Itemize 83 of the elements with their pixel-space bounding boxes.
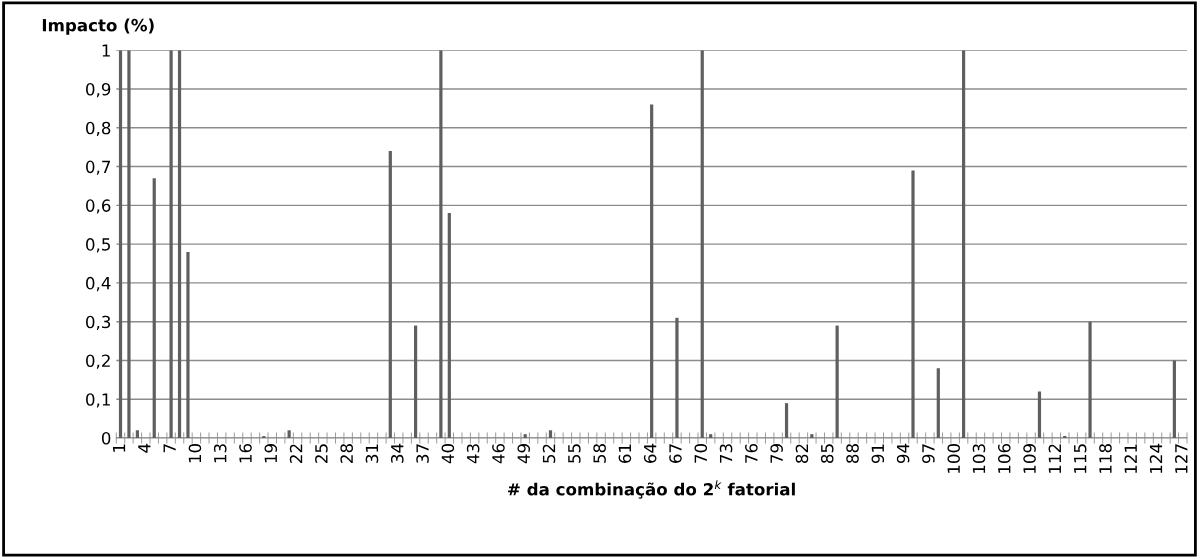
- x-tick-label: 64: [643, 443, 657, 463]
- bar: [700, 50, 704, 439]
- y-tick-label: 0: [101, 431, 111, 445]
- x-tick-label: 76: [745, 443, 758, 463]
- x-tick-label: 1: [112, 444, 126, 452]
- bar: [548, 430, 553, 439]
- bar: [650, 104, 654, 439]
- x-tick-label: 85: [820, 444, 834, 463]
- x-tick-label: 82: [795, 444, 809, 463]
- bar: [911, 170, 915, 439]
- x-tick-label: 112: [1048, 444, 1061, 473]
- x-tick-label: 58: [593, 444, 606, 463]
- bar: [1037, 391, 1042, 439]
- x-tick-label: 100: [947, 444, 960, 473]
- x-tick-label: 7: [163, 444, 176, 453]
- x-tick-label: 34: [390, 443, 404, 463]
- bar: [118, 50, 123, 439]
- bar: [784, 403, 789, 439]
- y-tick-label: 0,8: [86, 121, 111, 137]
- y-tick-label: 0,1: [86, 393, 110, 408]
- x-tick-label: 25: [315, 444, 328, 463]
- bar: [127, 50, 131, 439]
- x-tick-label: 79: [770, 444, 783, 463]
- x-tick-label: 118: [1099, 444, 1112, 473]
- x-tick-label: 106: [997, 443, 1011, 473]
- x-tick-label: 37: [416, 444, 429, 463]
- x-tick-label: 127: [1175, 444, 1188, 473]
- bar: [447, 213, 451, 439]
- bar: [439, 50, 443, 439]
- bar: [186, 251, 190, 439]
- x-tick-label: 49: [517, 444, 531, 464]
- bar: [1172, 360, 1176, 439]
- x-tick-label: 19: [264, 444, 278, 463]
- y-tick-label: 0,6: [86, 199, 111, 214]
- x-tick-label: 13: [213, 444, 227, 463]
- y-tick-label: 0,2: [86, 354, 110, 369]
- bar: [287, 430, 291, 439]
- x-tick-label: 10: [188, 444, 202, 463]
- y-tick-label: 0,9: [86, 82, 111, 98]
- bar: [152, 178, 156, 439]
- x-tick-label: 73: [719, 444, 733, 463]
- x-tick-label: 121: [1124, 444, 1137, 473]
- x-tick-label: 22: [289, 444, 303, 463]
- x-tick-label: 94: [896, 443, 910, 464]
- x-tick-label: 67: [669, 444, 682, 463]
- bar: [135, 430, 139, 439]
- bar: [388, 151, 392, 439]
- x-tick-label: 88: [846, 444, 859, 463]
- x-tick-label: 16: [239, 443, 252, 463]
- bar: [936, 368, 940, 439]
- bar: [675, 317, 679, 439]
- x-tick-label: 61: [618, 444, 632, 463]
- bar: [413, 325, 418, 439]
- x-tick-label: 28: [340, 444, 353, 463]
- bar: [177, 50, 182, 439]
- x-tick-label: 103: [972, 444, 986, 473]
- y-tick-label: 0,3: [86, 315, 111, 330]
- y-tick-label: 0,5: [86, 238, 110, 253]
- bar: [810, 434, 814, 439]
- x-tick-label: 43: [466, 444, 480, 464]
- x-tick-label: 91: [871, 444, 885, 464]
- y-tick-label: 0,4: [86, 276, 111, 292]
- bar: [523, 434, 527, 439]
- bar: [835, 325, 839, 439]
- x-tick-label: 109: [1023, 444, 1036, 473]
- y-tick-label: 0,7: [86, 160, 111, 175]
- x-tick-label: 46: [492, 443, 505, 464]
- x-tick-label: 124: [1149, 443, 1163, 473]
- x-tick-label: 40: [441, 444, 455, 464]
- x-tick-label: 70: [694, 444, 708, 463]
- bar: [1088, 321, 1092, 439]
- x-tick-label: 31: [365, 444, 379, 463]
- x-tick-label: 115: [1074, 444, 1087, 473]
- y-axis-title: Impacto (%): [42, 18, 154, 35]
- bar: [709, 434, 713, 439]
- x-tick-label: 52: [542, 444, 556, 463]
- y-tick-label: 1: [102, 44, 110, 57]
- x-tick-label: 97: [922, 444, 935, 464]
- bar: [169, 50, 173, 439]
- x-tick-label: 4: [138, 443, 151, 453]
- x-tick-label: 55: [568, 444, 581, 463]
- x-axis-title: # da combinação do 2$^{k}$ fatorial: [508, 480, 795, 499]
- bar: [961, 50, 966, 439]
